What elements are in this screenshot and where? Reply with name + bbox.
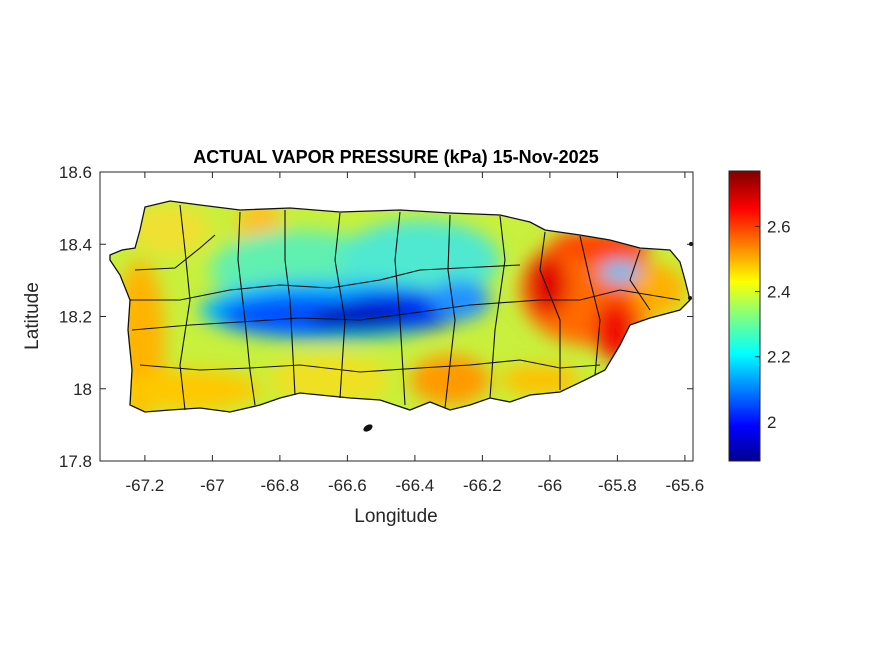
y-tick-label: 18.4 (59, 235, 92, 254)
x-axis-ticks: -67.2 -67 -66.8 -66.6 -66.4 -66.2 -66 -65.8 -65.… (126, 172, 705, 495)
x-tick-label: -66.8 (261, 476, 300, 495)
y-tick-label: 18.2 (59, 308, 92, 327)
colorbar-tick-label: 2.2 (767, 348, 791, 367)
colorbar-tick-label: 2 (767, 413, 776, 432)
x-tick-label: -66.2 (463, 476, 502, 495)
x-tick-label: -66.4 (396, 476, 435, 495)
x-tick-label: -67 (200, 476, 225, 495)
chart-title: ACTUAL VAPOR PRESSURE (kPa) 15-Nov-2025 (193, 147, 598, 167)
x-tick-label: -65.8 (598, 476, 637, 495)
x-tick-label: -65.6 (666, 476, 705, 495)
x-axis-label: Longitude (354, 506, 437, 527)
y-axis-label: Latitude (22, 282, 43, 350)
colorbar (728, 170, 761, 462)
colorbar-tick-label: 2.6 (767, 217, 791, 236)
municipal-boundaries (130, 204, 681, 411)
y-tick-label: 17.8 (59, 452, 92, 471)
colorbar-tick-label: 2.4 (767, 283, 791, 302)
y-tick-label: 18.6 (59, 163, 92, 182)
colorbar-ticks: 2 2.2 2.4 2.6 (755, 217, 791, 432)
x-tick-label: -66.6 (328, 476, 367, 495)
x-tick-label: -66 (538, 476, 563, 495)
y-axis-ticks: 17.8 18 18.2 18.4 18.6 (59, 163, 693, 471)
x-tick-label: -67.2 (126, 476, 165, 495)
y-tick-label: 18 (73, 380, 92, 399)
